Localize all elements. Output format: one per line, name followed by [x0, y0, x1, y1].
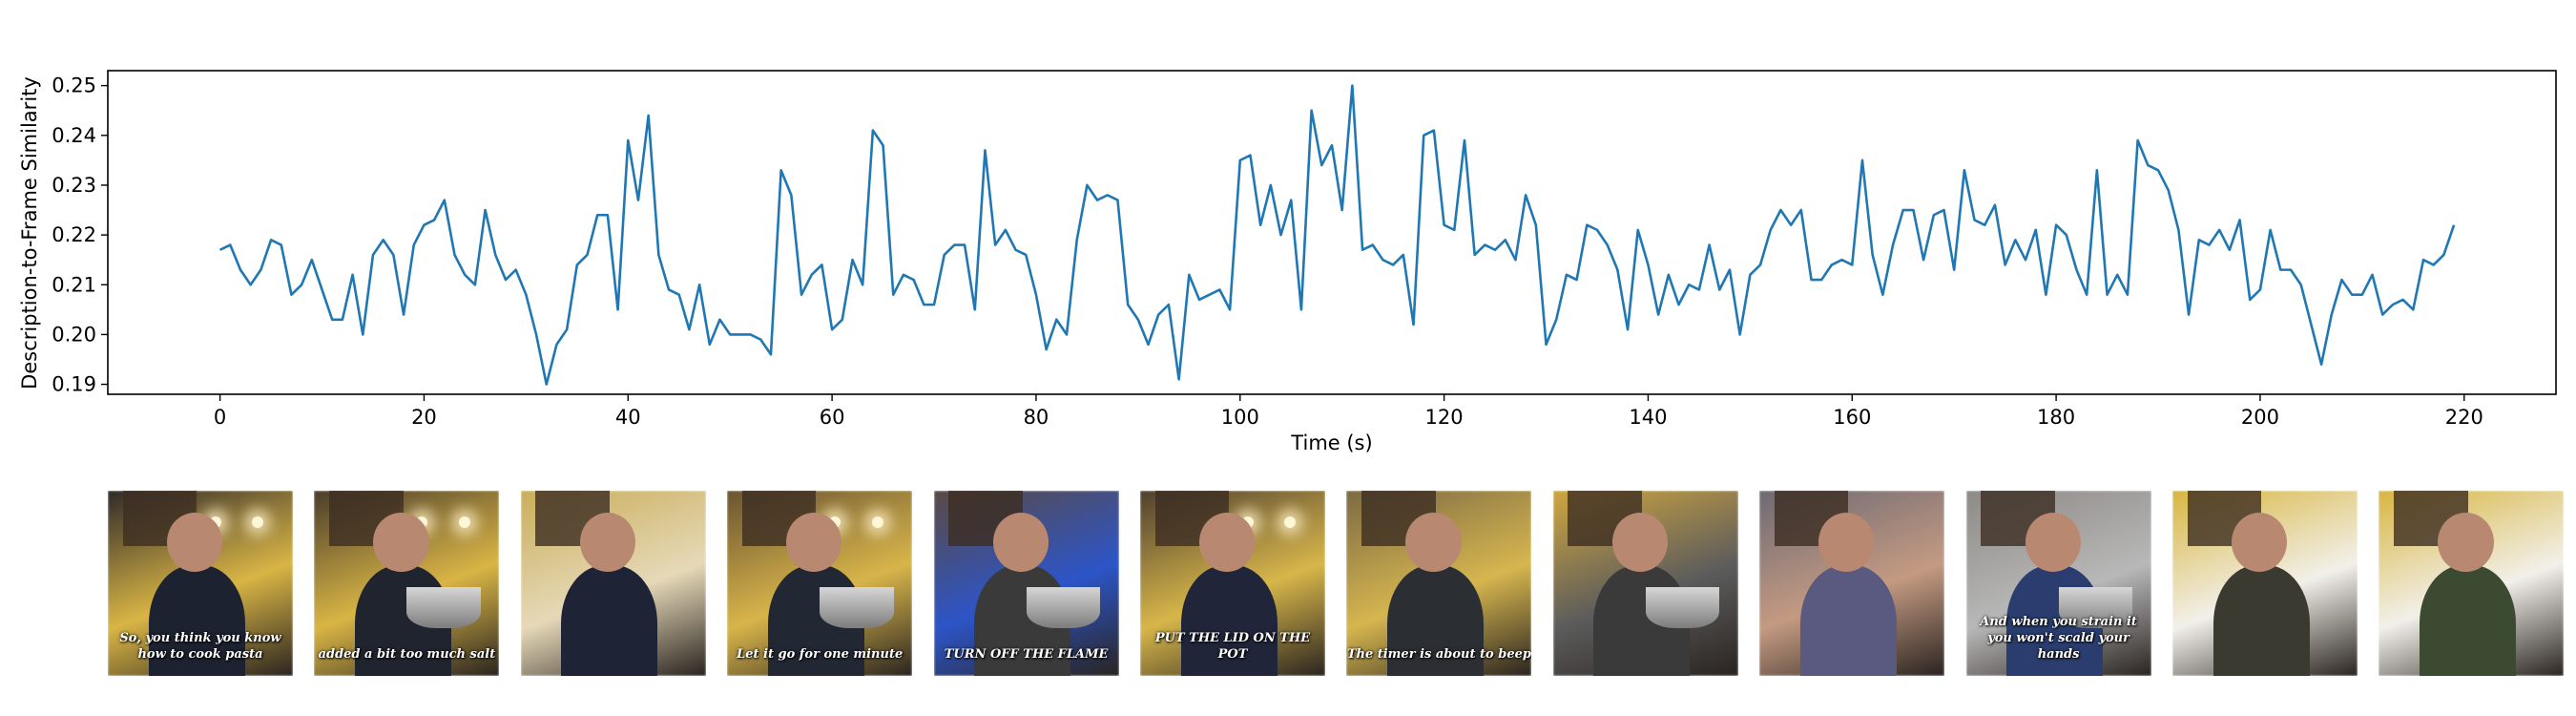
- frame-person: [1799, 564, 1897, 676]
- video-frame-9: [1759, 491, 1945, 676]
- video-frame-11: [2172, 491, 2358, 676]
- frame-head: [579, 513, 636, 573]
- frame-caption: The timer is about to beep: [1346, 647, 1531, 662]
- video-frame-2: added a bit too much salt: [314, 491, 500, 676]
- frame-head: [2025, 513, 2081, 573]
- frame-caption: PUT THE LID ON THE POT: [1154, 631, 1311, 662]
- frame-pot: [1026, 586, 1101, 628]
- x-axis-ticks: 0 20 40 60 80 100 120 140 160 180 200 220: [214, 394, 2483, 429]
- x-tick-label: 180: [2037, 406, 2075, 429]
- x-tick-label: 0: [214, 406, 226, 429]
- x-tick-label: 140: [1629, 406, 1667, 429]
- frame-pot: [406, 586, 481, 628]
- y-tick-label: 0.21: [52, 273, 96, 296]
- x-tick-label: 120: [1425, 406, 1464, 429]
- x-tick-label: 100: [1221, 406, 1259, 429]
- frame-person: [1180, 564, 1278, 676]
- video-frame-5: TURN OFF THE FLAME: [933, 491, 1119, 676]
- video-frame-3: [520, 491, 706, 676]
- video-frame-1: So, you think you know how to cook pasta: [108, 491, 293, 676]
- frame-head: [373, 513, 429, 573]
- y-axis-ticks: 0.19 0.20 0.21 0.22 0.23 0.24 0.25: [52, 74, 108, 396]
- video-frame-4: Let it go for one minute: [727, 491, 913, 676]
- frame-head: [1405, 513, 1462, 573]
- plot-area: [108, 71, 2556, 394]
- x-tick-label: 60: [820, 406, 845, 429]
- frame-head: [167, 513, 223, 573]
- video-frame-8: [1552, 491, 1738, 676]
- x-tick-label: 200: [2241, 406, 2279, 429]
- video-frame-10: And when you strain it you won't scald y…: [1965, 491, 2151, 676]
- frame-caption: Let it go for one minute: [737, 647, 904, 662]
- series-line-0: [219, 84, 2456, 386]
- frame-person: [2420, 564, 2516, 676]
- frame-head: [2232, 513, 2288, 573]
- frame-head: [992, 513, 1049, 573]
- axes-frame: [107, 70, 2557, 395]
- frame-head: [1199, 513, 1256, 573]
- frame-caption: TURN OFF THE FLAME: [944, 647, 1109, 662]
- x-tick-label: 20: [411, 406, 437, 429]
- frame-caption: So, you think you know how to cook pasta: [119, 631, 281, 662]
- frame-light: [871, 516, 883, 529]
- y-axis-label: Description-to-Frame Similarity: [18, 76, 41, 390]
- x-tick-label: 160: [1833, 406, 1871, 429]
- video-frame-7: The timer is about to beep: [1346, 491, 1532, 676]
- x-tick-label: 40: [615, 406, 641, 429]
- frame-person: [148, 564, 245, 676]
- y-tick-label: 0.24: [52, 124, 96, 147]
- frame-person: [1387, 564, 1484, 676]
- y-tick-label: 0.23: [52, 174, 96, 197]
- frame-caption: And when you strain it you won't scald y…: [1980, 615, 2137, 662]
- x-tick-label: 80: [1024, 406, 1049, 429]
- frame-head: [2438, 513, 2494, 573]
- y-tick-label: 0.19: [52, 373, 96, 396]
- frame-person: [2212, 564, 2310, 676]
- frame-head: [786, 513, 842, 573]
- x-tick-label: 220: [2445, 406, 2483, 429]
- frame-person: [561, 564, 658, 676]
- frame-head: [1818, 513, 1875, 573]
- frame-pot: [1645, 586, 1720, 628]
- y-tick-label: 0.22: [52, 223, 96, 246]
- frame-light: [458, 516, 470, 529]
- frame-light: [252, 516, 264, 529]
- frame-pot: [820, 586, 894, 628]
- video-frame-12: [2379, 491, 2565, 676]
- series-layer: [219, 84, 2456, 386]
- x-axis-label: Time (s): [1290, 432, 1372, 454]
- frame-light: [1284, 516, 1297, 529]
- video-frame-6: PUT THE LID ON THE POT: [1140, 491, 1325, 676]
- y-tick-label: 0.25: [52, 74, 96, 97]
- frame-caption: added a bit too much salt: [318, 647, 496, 662]
- y-tick-label: 0.20: [52, 323, 96, 346]
- frame-pot: [2058, 586, 2133, 628]
- frame-head: [1611, 513, 1669, 573]
